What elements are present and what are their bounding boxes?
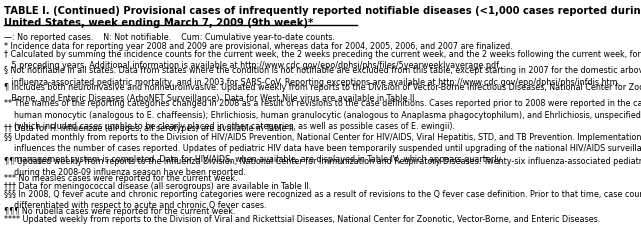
Text: United States, week ending March 7, 2009 (9th week)*: United States, week ending March 7, 2009… bbox=[4, 18, 313, 28]
Text: **** Updated weekly from reports to the Division of Viral and Rickettsial Diseas: **** Updated weekly from reports to the … bbox=[4, 214, 601, 223]
Text: ¶¶¶ No rubella cases were reported for the current week.: ¶¶¶ No rubella cases were reported for t… bbox=[4, 206, 236, 215]
Text: ¶¶ Updated weekly from reports to the Influenza Division, National Center for Im: ¶¶ Updated weekly from reports to the In… bbox=[4, 157, 641, 177]
Text: §§§ In 2008, Q fever acute and chronic reporting categories were recognized as a: §§§ In 2008, Q fever acute and chronic r… bbox=[4, 190, 641, 210]
Text: ††† Data for meningococcal disease (all serogroups) are available in Table II.: ††† Data for meningococcal disease (all … bbox=[4, 181, 312, 190]
Text: †† Data for H. influenzae (all ages, all serotypes) are available in Table II.: †† Data for H. influenzae (all ages, all… bbox=[4, 124, 296, 133]
Text: —: No reported cases.    N: Not notifiable.    Cum: Cumulative year-to-date coun: —: No reported cases. N: Not notifiable.… bbox=[4, 33, 335, 42]
Text: ¶ Includes both neuroinvasive and nonneuroinvasive. Updated weekly from reports : ¶ Includes both neuroinvasive and nonneu… bbox=[4, 83, 641, 103]
Text: § Not notifiable in all states. Data from states where the condition is not noti: § Not notifiable in all states. Data fro… bbox=[4, 66, 641, 86]
Text: † Calculated by summing the incidence counts for the current week, the 2 weeks p: † Calculated by summing the incidence co… bbox=[4, 50, 641, 70]
Text: TABLE I. (Continued) Provisional cases of infrequently reported notifiable disea: TABLE I. (Continued) Provisional cases o… bbox=[4, 6, 641, 16]
Text: §§ Updated monthly from reports to the Division of HIV/AIDS Prevention, National: §§ Updated monthly from reports to the D… bbox=[4, 132, 641, 163]
Text: * Incidence data for reporting year 2008 and 2009 are provisional, whereas data : * Incidence data for reporting year 2008… bbox=[4, 42, 513, 50]
Text: ** The names of the reporting categories changed in 2008 as a result of revision: ** The names of the reporting categories… bbox=[4, 99, 641, 130]
Text: *** No measles cases were reported for the current week.: *** No measles cases were reported for t… bbox=[4, 173, 238, 182]
